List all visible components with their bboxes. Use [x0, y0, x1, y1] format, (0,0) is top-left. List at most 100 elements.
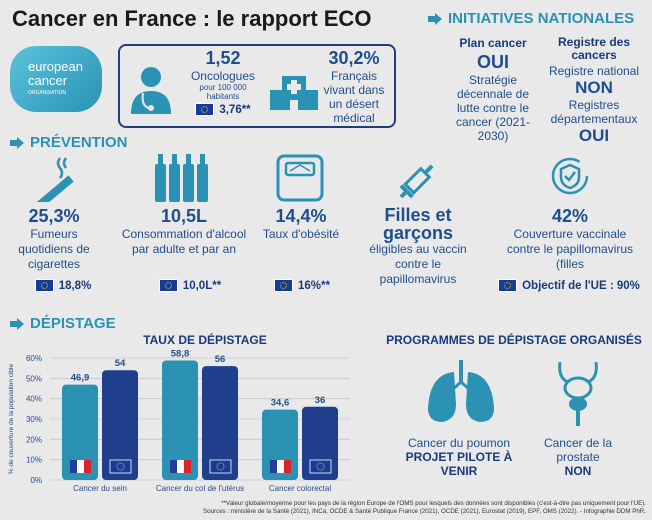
alcohol-eu: 10,0L** — [182, 279, 222, 292]
y-tick-label: 0% — [30, 476, 42, 485]
bar-france — [162, 360, 198, 480]
eu-flag-icon — [195, 103, 215, 116]
smoking-eu: 18,8% — [58, 279, 92, 292]
stats-box: 1,52 Oncologues pour 100 000 habitants 3… — [118, 44, 396, 128]
eu-flag-icon — [498, 279, 518, 292]
desert-label: Français vivant dans un désert médical — [323, 69, 385, 125]
initiatives-heading: INITIATIVES NATIONALES — [448, 10, 635, 27]
logo-line1: european — [28, 59, 83, 74]
x-category-label: Cancer colorectal — [269, 484, 331, 493]
lung-label: Cancer du poumon — [407, 436, 511, 450]
eu-flag-icon — [34, 279, 54, 292]
bottles-icon — [155, 154, 208, 202]
y-axis-title: % de couverture de la population cible — [8, 364, 15, 475]
arrow-icon — [428, 12, 442, 25]
france-flag-icon — [277, 460, 284, 473]
oncologists-eu-value: 3,76** — [219, 103, 251, 116]
eu-flag-stars — [216, 462, 225, 471]
hpv-coverage-value: 42% — [551, 206, 589, 226]
syringe-icon — [399, 164, 434, 199]
screening-chart: % de couverture de la population cible 0%… — [8, 348, 350, 493]
depistage-heading: DÉPISTAGE — [30, 315, 116, 332]
logo-line2: cancer — [28, 73, 68, 88]
france-flag-icon — [70, 460, 77, 473]
footer-note: **Valeur globale/moyenne pour les pays d… — [221, 500, 646, 507]
prevention-heading-row: PRÉVENTION — [10, 134, 128, 151]
eu-flag-icon — [158, 279, 178, 292]
depistage-heading-row: DÉPISTAGE — [10, 315, 116, 332]
prostate-icon — [558, 361, 598, 426]
national-label: Registre national — [548, 64, 640, 78]
oncologists-value: 1,52 — [205, 48, 241, 68]
scale-icon — [276, 154, 324, 202]
y-tick-label: 10% — [26, 456, 42, 465]
hospital-icon — [270, 76, 318, 110]
bar-france — [62, 384, 98, 480]
lungs-icon — [428, 360, 494, 422]
desert-value: 30,2% — [328, 48, 380, 68]
france-flag-icon — [284, 460, 291, 473]
hpv-coverage-eu: Objectif de l'UE : 90% — [522, 279, 640, 292]
smoking-label: Fumeurs quotidiens de cigarettes — [18, 227, 90, 271]
prostate-label: Cancer de la prostate — [543, 436, 613, 464]
plan-desc: Stratégie décennale de lutte contre le c… — [455, 73, 531, 143]
france-flag-icon — [84, 460, 91, 473]
bar-ue — [102, 370, 138, 480]
france-flag-icon — [270, 460, 277, 473]
lung-value: PROJET PILOTE À VENIR — [405, 450, 513, 478]
page-title: Cancer en France : le rapport ECO — [12, 6, 372, 31]
obesity-eu: 16%** — [298, 279, 330, 292]
logo-line3: ORGANISATION — [28, 90, 66, 96]
dept-label: Registres départementaux — [550, 98, 638, 126]
data-label: 54 — [115, 358, 126, 369]
eu-flag-icon — [274, 279, 294, 292]
y-tick-label: 50% — [26, 374, 42, 383]
prostate-value: NON — [564, 464, 592, 478]
doctor-icon — [131, 67, 171, 114]
eco-logo: european cancer ORGANISATION — [10, 46, 102, 112]
alcohol-value: 10,5L — [160, 206, 208, 226]
initiatives-heading-row: INITIATIVES NATIONALES — [428, 10, 634, 27]
y-tick-label: 30% — [26, 415, 42, 424]
registry-title: Registre des cancers — [557, 35, 631, 62]
hpv-eligibility-value: Filles et garçons — [382, 205, 454, 243]
hpv-coverage-label: Couverture vaccinale contre le papilloma… — [506, 227, 634, 271]
eu-flag-stars — [316, 462, 325, 471]
y-tick-label: 60% — [26, 354, 42, 363]
plan-title: Plan cancer — [459, 36, 527, 50]
prevention-heading: PRÉVENTION — [30, 134, 128, 151]
x-category-label: Cancer du col de l'utérus — [156, 484, 244, 493]
y-tick-label: 40% — [26, 395, 42, 404]
data-label: 34,6 — [271, 398, 290, 409]
shield-icon — [551, 157, 589, 195]
france-flag-icon — [184, 460, 191, 473]
data-label: 36 — [315, 395, 326, 406]
eu-flag-icon — [309, 459, 332, 474]
chart-title: TAUX DE DÉPISTAGE — [143, 333, 267, 347]
data-label: 56 — [215, 354, 226, 365]
footer-sources: Sources : ministère de la Santé (2021), … — [203, 507, 646, 515]
plan-value: OUI — [476, 52, 509, 72]
y-tick-label: 20% — [26, 435, 42, 444]
france-flag-icon — [77, 460, 84, 473]
france-flag-icon — [170, 460, 177, 473]
hpv-eligibility-label: éligibles au vaccin contre le papillomav… — [369, 242, 467, 286]
eu-flag-icon — [109, 459, 132, 474]
alcohol-label: Consommation d'alcool par adulte et par … — [121, 227, 247, 256]
obesity-value: 14,4% — [275, 206, 327, 226]
programs-title: PROGRAMMES DE DÉPISTAGE ORGANISÉS — [386, 333, 642, 347]
data-label: 58,8 — [171, 348, 190, 359]
france-flag-icon — [177, 460, 184, 473]
national-value: NON — [575, 78, 613, 97]
eu-flag-stars — [116, 462, 125, 471]
oncologists-sub: pour 100 000 habitants — [199, 83, 247, 101]
smoking-value: 25,3% — [28, 206, 80, 226]
arrow-icon — [10, 317, 24, 330]
oncologists-label: Oncologues — [190, 69, 256, 83]
dept-value: OUI — [578, 126, 610, 145]
bar-ue — [202, 366, 238, 480]
x-category-label: Cancer du sein — [73, 484, 127, 493]
data-label: 46,9 — [71, 373, 90, 384]
arrow-icon — [10, 136, 24, 149]
cigarette-icon — [36, 157, 74, 202]
